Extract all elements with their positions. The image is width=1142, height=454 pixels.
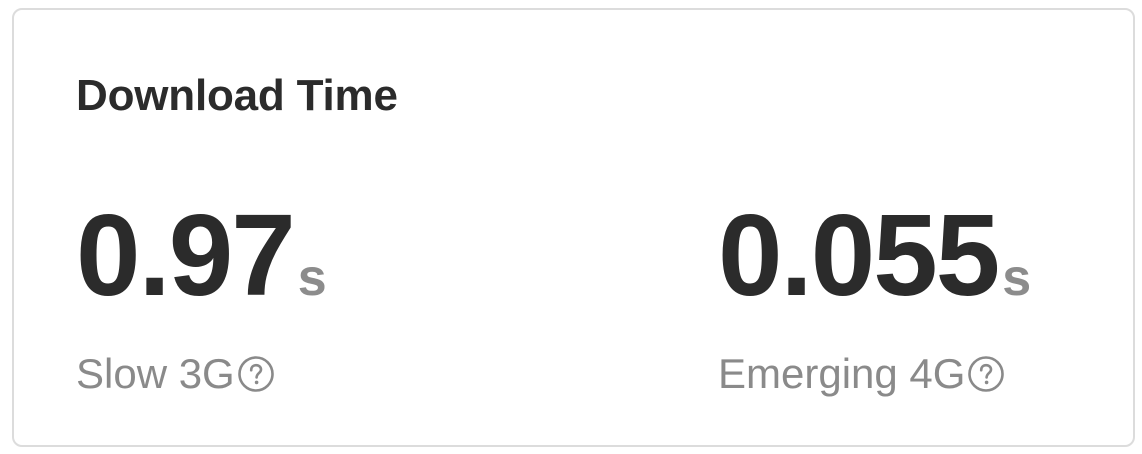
metric-unit: s [1002,249,1032,307]
metric-label: Slow 3G [76,350,235,397]
metric-slow-3g: 0.97 s Slow 3G [76,196,327,398]
metric-label: Emerging 4G [718,350,966,397]
metric-label-row: Emerging 4G [718,350,1031,398]
download-time-card: Download Time 0.97 s Slow 3G 0.055 s Eme… [12,8,1135,447]
metric-emerging-4g: 0.055 s Emerging 4G [718,196,1031,398]
metric-value-row: 0.97 s [76,196,327,314]
metric-value: 0.97 [76,190,296,320]
metric-value-row: 0.055 s [718,196,1031,314]
metric-label-row: Slow 3G [76,350,327,398]
question-circle-icon[interactable] [967,355,1005,393]
metric-value: 0.055 [718,190,1000,320]
question-circle-icon[interactable] [237,355,275,393]
metric-unit: s [297,249,327,307]
card-title: Download Time [76,71,398,120]
